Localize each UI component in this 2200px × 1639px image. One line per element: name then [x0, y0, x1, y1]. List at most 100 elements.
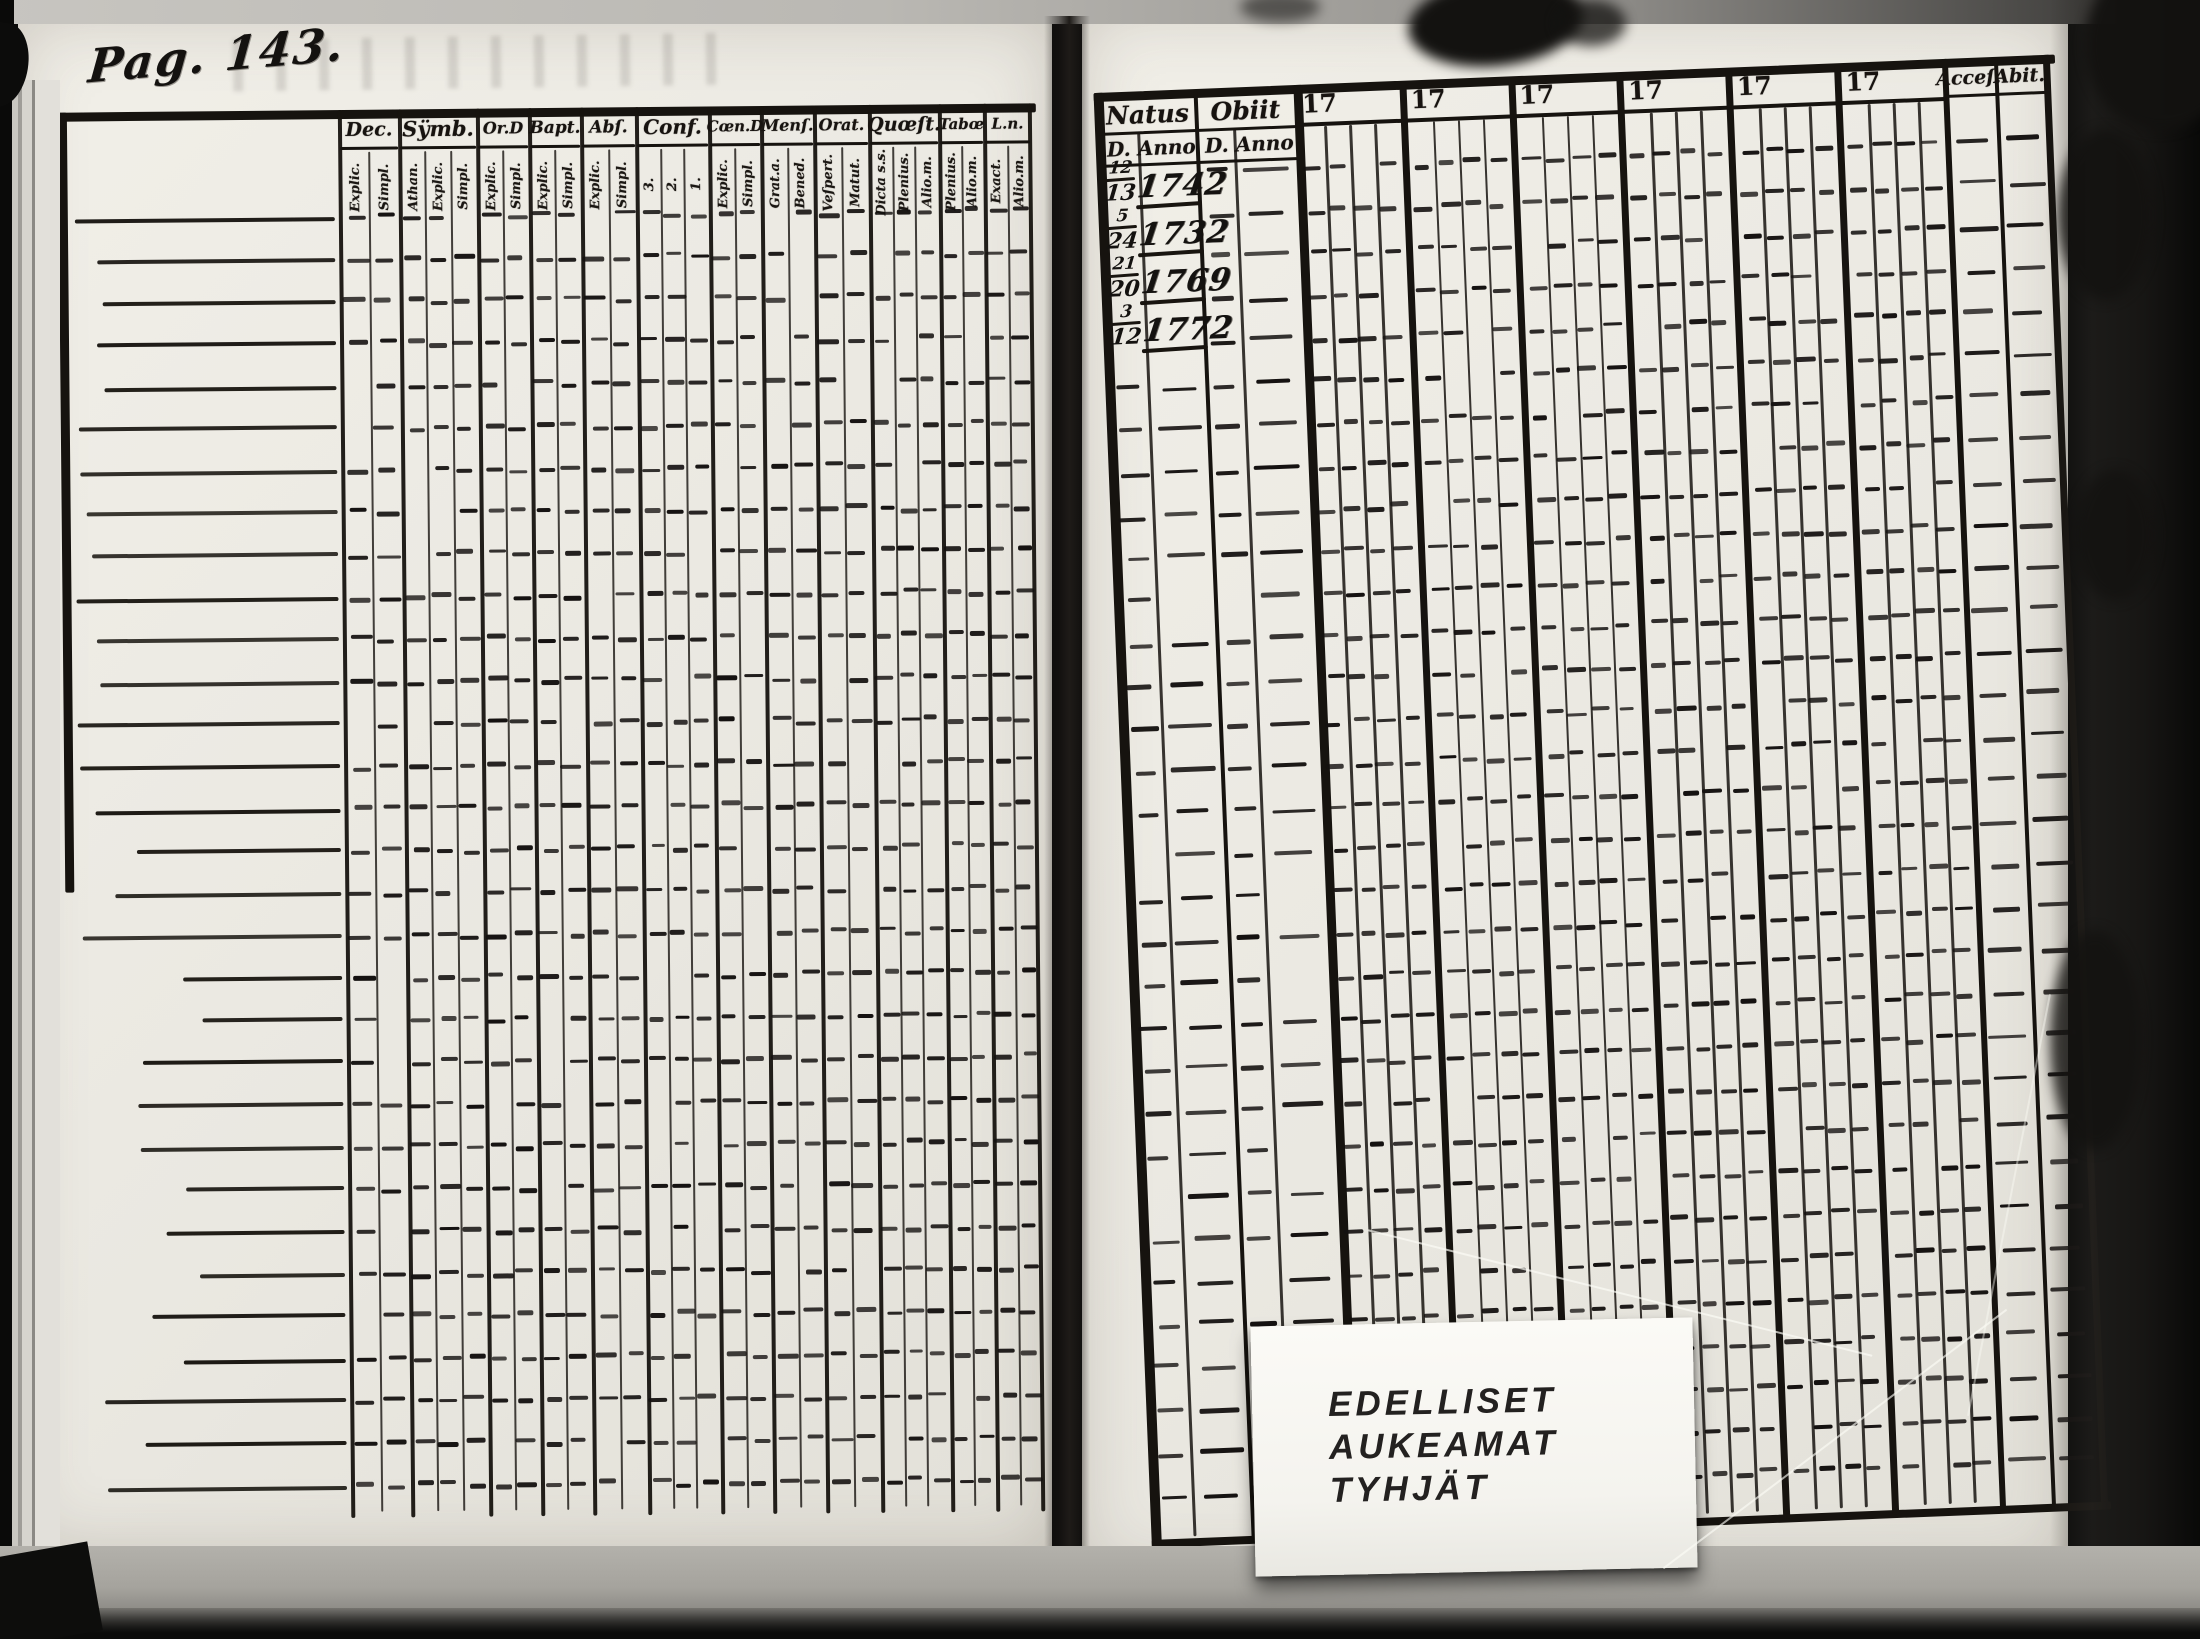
- column-border: [475, 108, 494, 1517]
- row-dash: [665, 336, 685, 342]
- row-dash: [342, 296, 366, 302]
- row-dash: [1966, 1245, 1986, 1251]
- row-dash: [496, 1484, 512, 1490]
- row-dash: [1456, 1228, 1473, 1234]
- row-dash: [919, 333, 935, 339]
- row-dash: [1522, 1052, 1540, 1058]
- row-dash: [667, 465, 684, 470]
- row-dash: [1791, 741, 1807, 747]
- row-dash: [1424, 375, 1441, 381]
- row-dash: [480, 258, 500, 263]
- photo-corner-dark: [0, 1541, 103, 1639]
- row-dash: [619, 717, 641, 723]
- row-dash: [830, 926, 848, 932]
- row-dash: [1782, 1214, 1801, 1219]
- row-dash: [1356, 844, 1377, 851]
- row-dash: [1462, 156, 1481, 162]
- row-dash: [1381, 801, 1401, 806]
- row-dash: [356, 1357, 378, 1363]
- row-dash: [1312, 338, 1328, 344]
- row-dash: [1820, 318, 1838, 324]
- row-dash: [1379, 160, 1397, 166]
- row-dash: [1568, 1265, 1585, 1270]
- row-dash: [1555, 366, 1571, 373]
- row-dash: [1992, 991, 2025, 997]
- row-dash: [1529, 1178, 1545, 1184]
- row-dash: [1472, 1052, 1491, 1057]
- row-dash: [901, 842, 921, 847]
- row-dash: [1418, 330, 1439, 336]
- row-dash: [1321, 632, 1340, 638]
- name-row-line: [145, 1440, 347, 1447]
- row-dash: [1849, 952, 1865, 958]
- row-dash: [880, 505, 895, 510]
- row-dash: [435, 890, 451, 896]
- row-dash: [1128, 597, 1152, 603]
- row-dash: [1561, 1136, 1577, 1143]
- row-dash: [1158, 1324, 1181, 1330]
- row-dash: [1756, 1382, 1777, 1389]
- row-dash: [1553, 924, 1573, 931]
- row-dash: [612, 257, 631, 261]
- row-dash: [968, 380, 985, 385]
- row-dash: [672, 847, 689, 853]
- row-dash: [1713, 1000, 1730, 1007]
- row-dash: [460, 723, 482, 728]
- row-dash: [439, 1269, 459, 1275]
- stain: [2050, 930, 2140, 1150]
- row-dash: [590, 379, 610, 385]
- book-gutter-shadow: [1044, 16, 1090, 1580]
- row-dash: [721, 932, 742, 937]
- row-dash: [1736, 1473, 1754, 1478]
- row-dash: [719, 633, 735, 638]
- row-dash: [1629, 152, 1645, 159]
- row-dash: [359, 1271, 377, 1277]
- row-dash: [1274, 849, 1313, 856]
- row-dash: [2005, 1329, 2035, 1335]
- row-dash: [514, 929, 533, 935]
- row-dash: [998, 1267, 1015, 1273]
- row-dash: [436, 848, 453, 853]
- row-dash: [1925, 777, 1945, 784]
- row-dash: [1748, 316, 1766, 322]
- row-dash: [883, 1142, 898, 1147]
- column-subheader-label: Plenius.: [943, 152, 960, 212]
- row-dash: [456, 426, 472, 431]
- row-dash: [953, 1310, 972, 1315]
- row-dash: [1533, 371, 1550, 376]
- row-dash: [1253, 464, 1300, 471]
- row-dash: [640, 378, 660, 384]
- row-dash: [546, 1397, 563, 1402]
- column-subheader: Explic.: [582, 147, 609, 209]
- column-subheader-label: Simpl.: [376, 163, 392, 211]
- row-dash: [1808, 1299, 1829, 1305]
- row-dash: [1878, 823, 1896, 828]
- row-dash: [860, 1353, 878, 1359]
- column-border: [337, 109, 356, 1518]
- row-dash: [1875, 187, 1890, 194]
- row-dash: [589, 804, 611, 809]
- row-dash: [1157, 1407, 1184, 1414]
- row-dash: [1147, 1155, 1169, 1161]
- row-dash: [1695, 1217, 1715, 1223]
- row-dash: [515, 1146, 535, 1152]
- row-dash: [828, 1396, 848, 1401]
- row-dash: [1764, 188, 1784, 194]
- row-dash: [1952, 866, 1970, 871]
- row-dash: [1926, 269, 1947, 275]
- row-dash: [951, 840, 965, 845]
- row-dash: [921, 295, 939, 300]
- row-dash: [1555, 964, 1572, 969]
- row-dash: [858, 1053, 875, 1059]
- row-dash: [1637, 283, 1654, 289]
- row-dash: [1343, 1228, 1364, 1235]
- row-dash: [568, 844, 586, 849]
- row-dash: [1162, 1495, 1187, 1500]
- row-dash: [1605, 407, 1626, 414]
- row-dash: [926, 1267, 944, 1271]
- column-subheader: Veſpert.: [815, 145, 842, 212]
- row-dash: [1329, 164, 1346, 169]
- row-dash: [831, 1268, 848, 1273]
- subcolumn-line: [786, 147, 802, 1508]
- name-row-line: [108, 1485, 348, 1492]
